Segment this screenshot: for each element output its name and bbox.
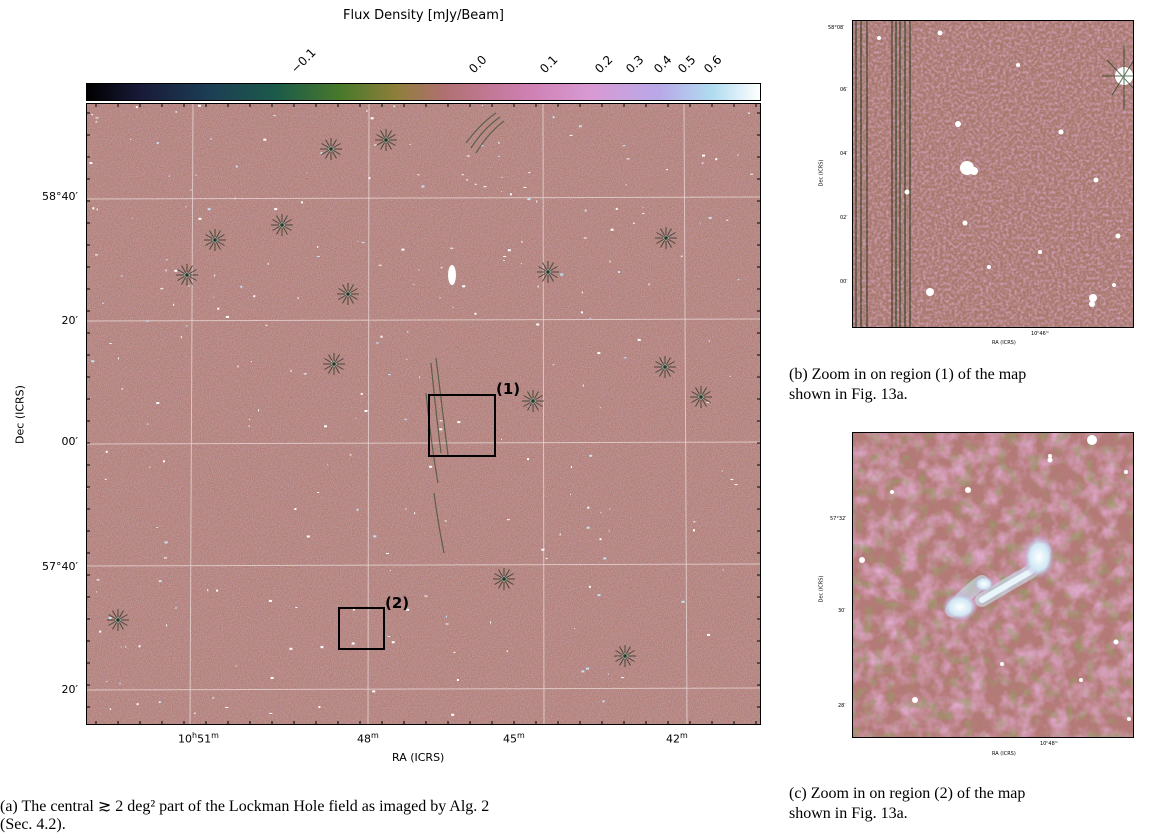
region-2-label: (2) [385,594,410,612]
y-tick-label: 58°40′ [42,190,78,203]
colorbar [86,83,761,101]
panel-b-zoom-map [852,20,1134,328]
panel-c-x-label: RA (ICRS) [992,751,1016,757]
panel-b-y-tick: 04′ [840,151,848,157]
x-tick-label: 42m [666,731,688,746]
panel-c-y-tick: 28′ [838,703,846,709]
caption-b-line2: shown in Fig. 13a. [789,386,908,403]
panel-b-x-label: RA (ICRS) [992,340,1016,346]
caption-a-line1: (a) The central ≳ 2 deg² part of the Loc… [0,798,490,815]
y-axis-label: Dec (ICRS) [13,385,27,444]
panel-c-zoom-map [852,432,1134,738]
radio-galaxy-jet [942,535,1055,621]
colorbar-tick-label: 0.1 [537,52,561,76]
grid-line-dec [86,318,761,322]
stripe-artifacts [855,20,911,328]
x-tick-label: 10h51m [178,731,219,746]
caption-c-line1: (c) Zoom in on region (2) of the map [789,785,1026,802]
main-sky-map [86,103,761,725]
artifact-streaks [425,112,505,554]
x-axis-label: RA (ICRS) [392,751,445,764]
colorbar-tick-label: 0.3 [623,52,647,76]
panel-b-y-tick: 06′ [840,87,848,93]
y-tick-label: 00′ [61,435,79,448]
grid-line-dec [86,441,761,445]
grid-line-dec [86,687,761,691]
region-2-box [338,607,385,650]
y-tick-label: 20′ [61,683,79,696]
caption-a-line2: (Sec. 4.2). [0,816,66,833]
region-1-label: (1) [496,380,521,398]
point-sources [859,435,1131,721]
panel-b-y-tick: 58°08′ [828,25,845,31]
panel-c-y-tick: 30′ [838,608,846,614]
colorbar-tick-label: 0.5 [675,52,699,76]
grid-line-ra [542,103,545,725]
y-tick-label: 20′ [61,314,79,327]
colorbar-tick-label: −0.1 [288,45,319,76]
panel-b-x-tick: 10ʰ46ᵐ [1031,331,1049,337]
x-tick-label: 45m [503,731,525,746]
panel-c-y-tick: 57°32′ [830,516,847,522]
colorbar-tick-label: 0.6 [701,52,725,76]
caption-c-line2: shown in Fig. 13a. [789,805,908,822]
colorbar-tick-label: 0.2 [592,52,616,76]
grid-line-ra [367,103,370,725]
coordinate-grid [86,103,761,725]
grid-line-ra [683,103,688,725]
region-1-box [428,394,496,457]
panel-c-x-tick: 10ʰ48ᵐ [1040,741,1058,747]
panel-b-y-tick: 02′ [840,215,848,221]
panel-b-y-label: Dec (ICRS) [818,159,825,187]
panel-c-y-label: Dec (ICRS) [818,575,825,603]
radio-sources [86,104,754,716]
colorbar-tick-label: 0.0 [466,52,490,76]
caption-b-line1: (b) Zoom in on region (1) of the map [789,366,1027,383]
colorbar-tick-label: 0.4 [651,52,675,76]
panel-b-y-tick: 00′ [840,279,848,285]
grid-line-ra [189,103,194,725]
x-tick-label: 48m [357,731,379,746]
grid-line-dec [86,196,761,200]
colorbar-title: Flux Density [mJy/Beam] [343,8,504,23]
y-tick-label: 57°40′ [42,560,78,573]
grid-line-dec [86,563,761,567]
